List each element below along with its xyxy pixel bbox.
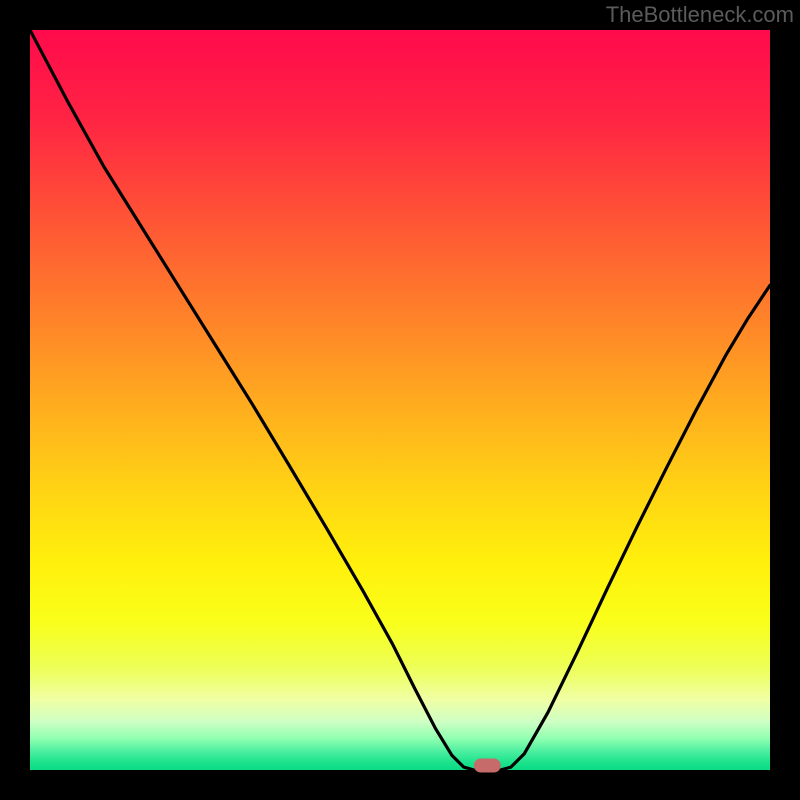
chart-svg: [0, 0, 800, 800]
bottleneck-chart: TheBottleneck.com: [0, 0, 800, 800]
minimum-marker: [474, 759, 500, 772]
